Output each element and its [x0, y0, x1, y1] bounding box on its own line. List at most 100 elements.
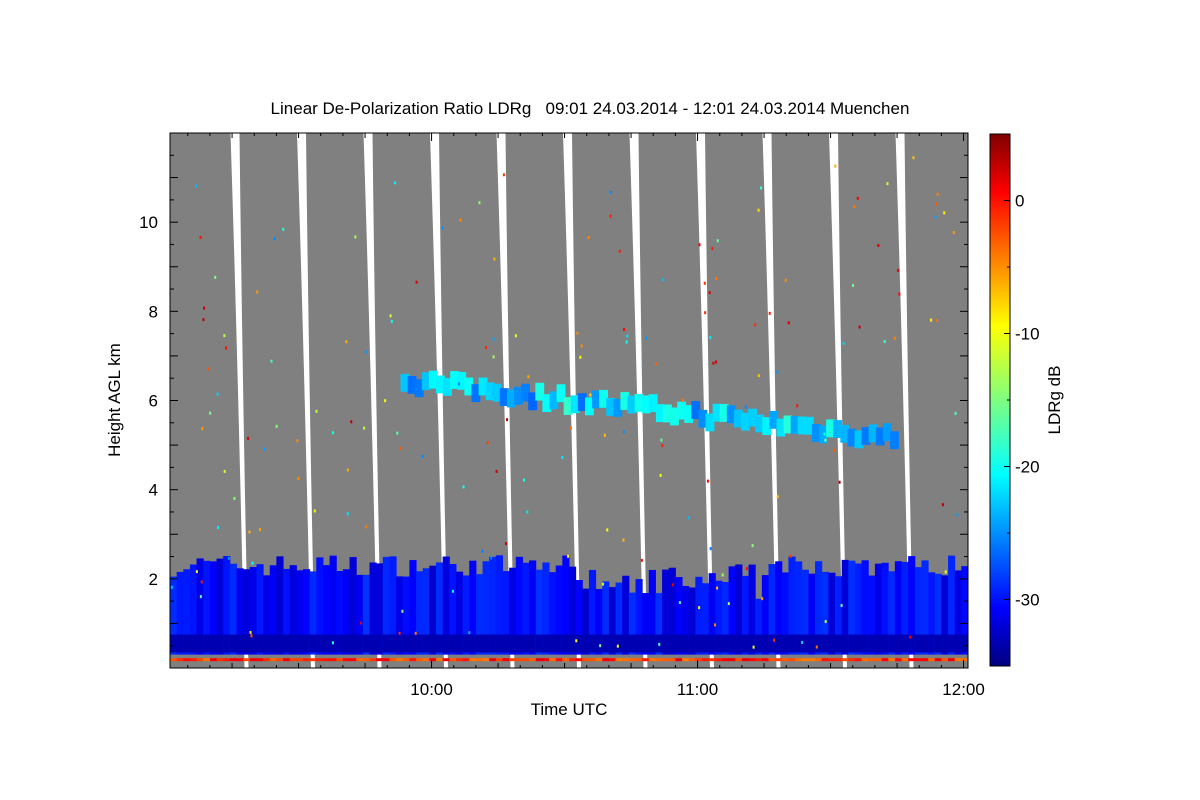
boundary-layer-cell: [702, 583, 710, 655]
noise-speckle: [687, 516, 690, 520]
noise-speckle: [936, 192, 939, 196]
boundary-layer-cell: [908, 634, 916, 653]
noise-speckle: [522, 478, 525, 482]
boundary-layer-cell: [894, 634, 902, 653]
noise-speckle: [457, 382, 460, 386]
boundary-layer-cell: [189, 564, 198, 655]
noise-speckle: [561, 455, 564, 459]
noise-speckle: [195, 184, 198, 188]
elevated-layer-cell: [875, 427, 885, 446]
boundary-layer-cell: [209, 561, 218, 655]
elevated-layer-cell: [719, 404, 729, 422]
boundary-layer-cell: [948, 634, 956, 653]
boundary-layer-cell: [183, 634, 191, 653]
noise-speckle: [493, 257, 496, 261]
noise-speckle: [708, 291, 711, 295]
elevated-layer-cell: [506, 389, 516, 408]
elevated-layer-cell: [804, 416, 814, 435]
boundary-layer-cell: [735, 564, 743, 655]
ground-cell: [522, 658, 530, 662]
boundary-layer-cell: [775, 561, 783, 655]
boundary-layer-cell: [409, 560, 417, 655]
noise-speckle: [587, 236, 590, 240]
boundary-layer-cell: [595, 588, 603, 655]
noise-speckle: [752, 645, 755, 649]
boundary-layer-cell: [495, 634, 503, 653]
noise-speckle: [282, 227, 285, 231]
boundary-layer-cell: [296, 634, 304, 653]
boundary-layer-cell: [901, 634, 909, 653]
boundary-layer-cell: [741, 634, 750, 653]
noise-speckle: [727, 602, 730, 606]
boundary-layer-cell: [216, 634, 224, 653]
ground-cell: [369, 658, 377, 662]
boundary-layer-cell: [648, 569, 656, 655]
boundary-layer-cell: [602, 634, 610, 653]
scan-gap: [895, 133, 914, 668]
boundary-layer-cell: [881, 634, 889, 653]
noise-speckle: [877, 243, 880, 247]
noise-speckle: [616, 644, 619, 648]
noise-speckle: [671, 583, 674, 587]
ground-cell: [243, 658, 251, 662]
noise-speckle: [579, 355, 582, 359]
ground-cell: [442, 658, 450, 662]
noise-speckle: [654, 362, 657, 366]
ground-cell: [535, 658, 543, 662]
ground-cell: [675, 658, 683, 662]
boundary-layer-cell: [881, 562, 889, 655]
colorbar: 0 -10 -20 -30 LDRg dB: [989, 133, 1064, 667]
boundary-layer-cell: [861, 560, 869, 655]
elevated-layer-cell: [733, 409, 743, 428]
boundary-layer-cell: [243, 634, 251, 653]
noise-speckle: [662, 278, 665, 282]
ground-cell: [223, 658, 231, 662]
noise-speckle: [200, 580, 203, 584]
noise-speckle: [840, 603, 843, 607]
noise-speckle: [250, 634, 253, 638]
ground-cell: [908, 658, 916, 662]
colorbar-tick-label: -20: [1015, 458, 1040, 477]
boundary-layer-cell: [682, 634, 690, 653]
x-tick-label: 12:00: [942, 680, 985, 699]
boundary-layer-cell: [509, 567, 517, 655]
ground-cell: [402, 658, 410, 662]
noise-speckle: [761, 597, 764, 601]
noise-speckle: [715, 277, 718, 281]
noise-speckle: [459, 218, 462, 222]
boundary-layer-cell: [535, 569, 543, 655]
noise-speckle: [601, 582, 604, 586]
noise-speckle: [576, 331, 579, 335]
elevated-layer-cell: [868, 424, 878, 443]
elevated-layer-cell: [443, 377, 452, 396]
boundary-layer-cell: [515, 556, 523, 655]
elevated-layer-cell: [797, 416, 807, 435]
boundary-layer-cell: [888, 571, 896, 655]
noise-speckle: [751, 544, 754, 548]
noise-speckle: [398, 631, 401, 635]
noise-speckle: [678, 601, 681, 605]
boundary-layer-cell: [941, 575, 949, 655]
ground-cell: [702, 658, 710, 662]
boundary-layer-cell: [608, 587, 617, 655]
boundary-layer-cell: [854, 563, 863, 655]
noise-speckle: [589, 393, 592, 397]
boundary-layer-cell: [170, 576, 178, 655]
noise-speckle: [486, 441, 489, 445]
boundary-layer-cell: [628, 592, 636, 655]
boundary-layer-cell: [455, 634, 464, 653]
boundary-layer-cell: [921, 560, 929, 655]
noise-speckle: [502, 173, 505, 177]
ground-cell: [741, 658, 750, 662]
noise-speckle: [623, 328, 626, 332]
noise-speckle: [451, 589, 454, 593]
elevated-layer-cell: [535, 382, 545, 401]
noise-speckle: [170, 585, 173, 589]
boundary-layer-cell: [229, 563, 237, 655]
noise-speckle: [645, 336, 648, 340]
ground-cell: [509, 658, 517, 662]
boundary-layer-cell: [721, 581, 730, 655]
noise-speckle: [784, 278, 787, 282]
boundary-layer-cell: [469, 560, 477, 655]
ground-cell: [289, 658, 297, 662]
